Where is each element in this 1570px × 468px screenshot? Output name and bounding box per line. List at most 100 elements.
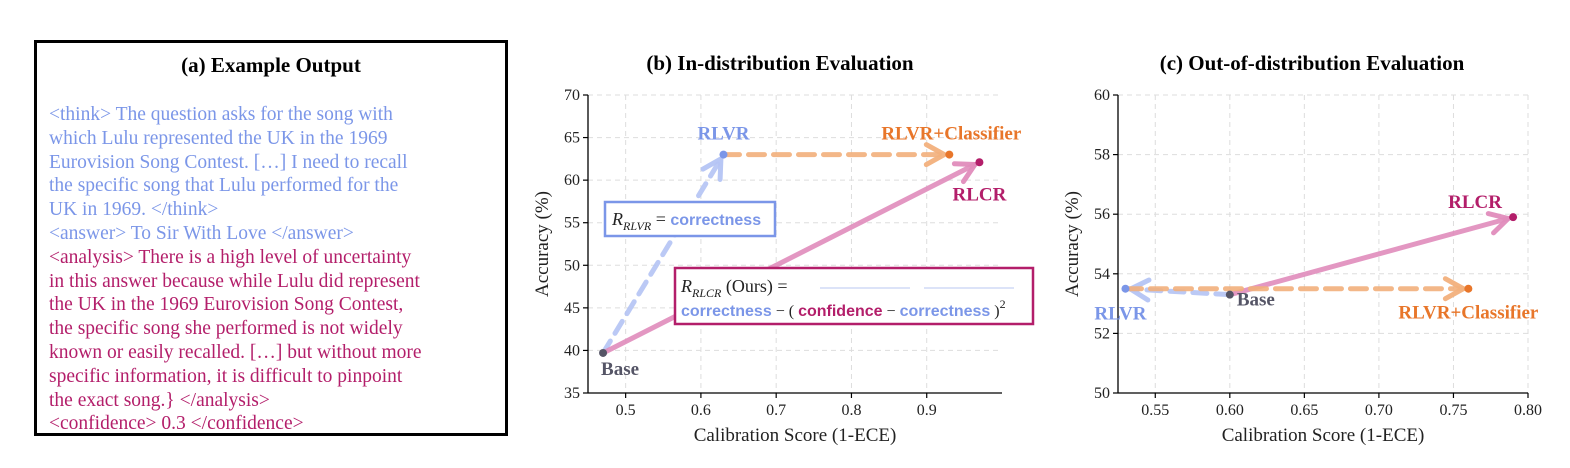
point-base (599, 348, 608, 357)
arrow-shaft (600, 156, 724, 356)
point-base (1225, 290, 1234, 299)
x-tick-label: 0.60 (1216, 402, 1244, 419)
rlvr-formula-text: RRLVR = correctness (611, 209, 761, 233)
formula-minus: − ( (772, 303, 798, 320)
y-tick-label: 70 (564, 87, 580, 104)
chart-out-of-distribution: (c) Out-of-distribution Evaluation 0.55 0.… (1062, 51, 1542, 446)
label-rlvr: RLVR (1094, 304, 1146, 325)
point-rlvr-classifier (1464, 284, 1473, 293)
formula-subscript: RLVR (622, 219, 652, 233)
arrow-rlvr-to-classifier (1122, 276, 1466, 302)
example-line: <think> The question asks for the song w… (49, 104, 393, 125)
arrow-head (1442, 276, 1466, 302)
formula-confidence: confidence (798, 303, 883, 320)
x-tick-label: 0.75 (1439, 402, 1467, 419)
x-tick-label: 0.7 (766, 402, 786, 419)
point-rlcr (1509, 213, 1518, 222)
point-rlvr (1121, 284, 1130, 293)
formula-close: ) (990, 303, 999, 320)
arrow-shaft (1227, 215, 1511, 298)
arrow-base-to-rlcr (600, 161, 978, 356)
example-line: the specific song she performed is not w… (49, 318, 403, 340)
formula-ours: (Ours) = (721, 276, 787, 297)
formula-symbol: R (611, 209, 623, 229)
chart-in-distribution: (b) In-distribution Evaluation 0.5 0.6 0.7 0… (532, 51, 1035, 446)
point-rlcr (975, 158, 984, 167)
formula-superscript: 2 (1000, 297, 1006, 311)
formula-minus2: − (883, 303, 900, 320)
example-output-title: (a) Example Output (181, 53, 361, 77)
y-tick-label: 52 (1094, 325, 1110, 342)
chart-title: (c) Out-of-distribution Evaluation (1160, 51, 1465, 75)
y-axis-label: Accuracy (%) (532, 191, 553, 297)
y-tick-label: 54 (1094, 266, 1110, 283)
y-tick-label: 55 (564, 215, 580, 232)
label-rlcr: RLCR (952, 184, 1006, 205)
example-line: in this answer because while Lulu did re… (49, 270, 420, 292)
label-base: Base (601, 359, 639, 380)
rlvr-formula-box: RRLVR = correctness (603, 200, 777, 238)
y-tick-label: 50 (564, 257, 580, 274)
label-rlvr-classifier: RLVR+Classifier (1398, 303, 1539, 324)
y-tick-label: 35 (564, 385, 580, 402)
example-line: the UK in the 1969 Eurovision Song Conte… (49, 294, 404, 316)
rlcr-formula-line1: RRLCR (Ours) = (680, 276, 787, 300)
arrow-head (951, 161, 978, 185)
point-rlvr-classifier (945, 150, 954, 159)
y-tick-label: 56 (1094, 206, 1110, 223)
x-tick-label: 0.5 (616, 402, 636, 419)
rlcr-formula-box: RRLCR (Ours) = correctness − ( confidenc… (673, 266, 1035, 326)
y-tick-label: 60 (1094, 87, 1110, 104)
arrow-base-to-rlvr (600, 156, 724, 356)
example-line: <confidence> 0.3 </confidence> (49, 413, 304, 435)
example-line: UK in 1969. </think> (49, 199, 219, 221)
arrow-head (700, 156, 724, 182)
label-base: Base (1237, 290, 1275, 311)
arrow-head (923, 142, 947, 168)
x-axis-label: Calibration Score (1-ECE) (694, 425, 897, 446)
x-tick-label: 0.65 (1290, 402, 1318, 419)
y-tick-label: 45 (564, 300, 580, 317)
arrow-shaft (600, 162, 978, 356)
example-line: known or easily recalled. […] but withou… (49, 341, 422, 363)
x-tick-label: 0.80 (1514, 402, 1542, 419)
x-tick-label: 0.8 (841, 402, 861, 419)
formula-term: correctness (670, 212, 761, 229)
chart-title: (b) In-distribution Evaluation (646, 51, 914, 75)
example-line: Eurovision Song Contest. […] I need to r… (49, 151, 408, 173)
formula-correctness-2: correctness (900, 303, 991, 320)
x-tick-label: 0.55 (1141, 402, 1169, 419)
example-line: the exact song.} </analysis> (49, 389, 270, 411)
x-axis-label: Calibration Score (1-ECE) (1222, 425, 1425, 446)
rlcr-formula-border (673, 266, 1035, 326)
y-tick-label: 65 (564, 130, 580, 147)
x-tick-label: 0.9 (917, 402, 937, 419)
example-line: the specific song that Lulu performed fo… (49, 175, 399, 197)
formula-subscript: RLCR (691, 286, 722, 300)
example-output-text: <think> The question asks for the song w… (49, 103, 497, 436)
rlvr-formula-border (603, 200, 777, 238)
y-tick-label: 40 (564, 342, 580, 359)
arrow-base-to-rlcr (1227, 211, 1511, 298)
point-rlvr (719, 150, 728, 159)
y-tick-label: 60 (564, 172, 580, 189)
x-tick-label: 0.6 (691, 402, 711, 419)
example-output-panel: (a) Example Output <think> The question … (34, 40, 508, 436)
y-tick-label: 58 (1094, 147, 1110, 164)
formula-equals: = (651, 209, 670, 229)
y-axis-label: Accuracy (%) (1062, 191, 1083, 297)
arrow-head (1485, 211, 1511, 236)
x-tick-label: 0.70 (1365, 402, 1393, 419)
formula-correctness: correctness (681, 303, 772, 320)
arrow-rlvr-to-classifier (720, 142, 947, 168)
label-rlvr-classifier: RLVR+Classifier (881, 124, 1022, 145)
formula-symbol: R (680, 276, 692, 296)
label-rlcr: RLCR (1448, 192, 1502, 213)
example-line: <analysis> There is a high level of unce… (49, 246, 412, 268)
arrow-shaft (1127, 286, 1233, 298)
example-line: specific information, it is difficult to… (49, 365, 403, 387)
example-line: which Lulu represented the UK in the 196… (49, 127, 388, 149)
y-tick-label: 50 (1094, 385, 1110, 402)
rlcr-formula-line2: correctness − ( confidence − correctness… (681, 297, 1006, 320)
example-line: <answer> To Sir With Love </answer> (49, 222, 354, 244)
